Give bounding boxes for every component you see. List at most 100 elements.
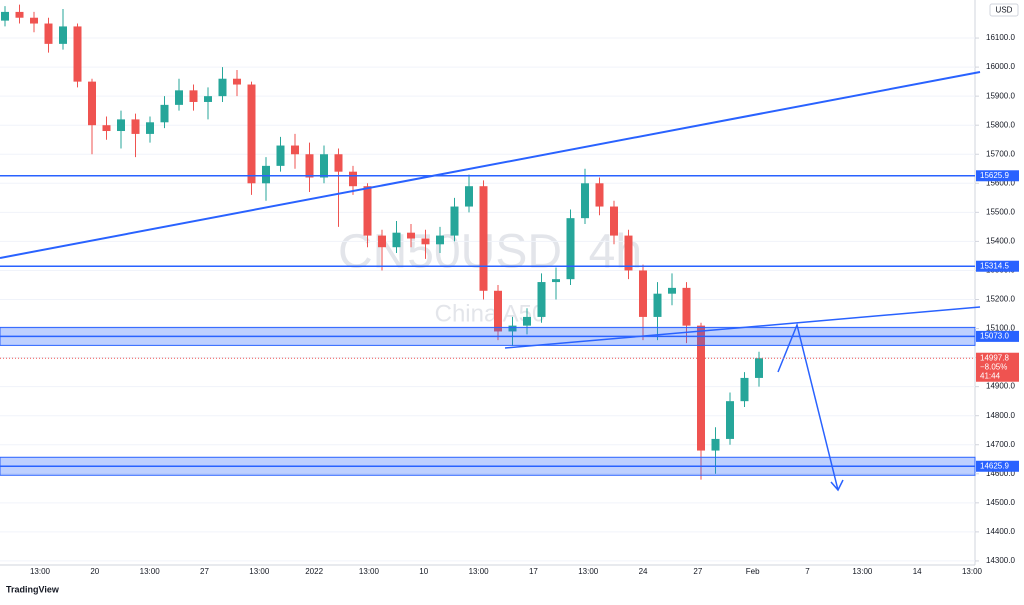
candle-body: [160, 104, 169, 123]
candle-body: [552, 279, 560, 283]
x-tick-label: 2022: [305, 567, 323, 576]
arrow-head: [830, 479, 844, 492]
trend-line: [0, 71, 981, 259]
plot: [0, 4, 976, 562]
y-tick-label: 14300.0: [986, 556, 1015, 565]
x-tick-label: 13:00: [852, 567, 873, 576]
candle-body: [146, 122, 154, 134]
candle-body: [436, 235, 444, 245]
candle-body: [117, 119, 125, 132]
x-tick-label: 13:00: [578, 567, 599, 576]
currency-badge[interactable]: [989, 3, 1019, 17]
y-tick-label: 15100.0: [986, 324, 1015, 333]
x-tick-label: 14: [913, 567, 922, 576]
candle-body: [218, 78, 227, 97]
candle-body: [639, 270, 647, 317]
candle-body: [1, 11, 9, 21]
candle-body: [291, 145, 299, 155]
y-tick-label: 14400.0: [986, 527, 1015, 536]
y-tick-label: 15500.0: [986, 207, 1015, 216]
y-tick-label: 14500.0: [986, 498, 1015, 507]
level-badge: [976, 330, 1019, 342]
level-label: 15625.9: [980, 171, 1009, 180]
level-badge: [976, 460, 1019, 472]
candle-body: [465, 186, 473, 207]
candle-body: [610, 206, 618, 236]
y-tick-label: 14600.0: [986, 469, 1015, 478]
timer: 41:44: [980, 371, 1001, 380]
candle-body: [175, 90, 183, 105]
candle-body: [334, 154, 343, 172]
y-tick-label: 14700.0: [986, 440, 1015, 449]
x-tick-label: 27: [200, 567, 209, 576]
candle-body: [276, 145, 285, 166]
candle-body: [479, 186, 488, 291]
level-badge: [976, 260, 1019, 272]
candle-body: [494, 290, 502, 332]
candle-body: [363, 186, 372, 236]
trend-line: [504, 306, 981, 349]
change-label: −8.05%: [980, 362, 1007, 371]
candle-body: [581, 183, 589, 219]
candle-body: [349, 171, 357, 187]
level-label: 15073.0: [980, 331, 1009, 340]
candle-body: [407, 232, 415, 239]
candle-body: [682, 287, 691, 326]
last-price-label: 14997.8: [980, 353, 1009, 362]
candle-body: [668, 287, 676, 294]
watermark: CN50USD, 4h: [338, 226, 642, 279]
currency: USD: [996, 6, 1013, 15]
candle-body: [711, 438, 720, 451]
x-tick-label: 13:00: [30, 567, 51, 576]
x-tick-label: 10: [419, 567, 428, 576]
x-tick-label: 13:00: [140, 567, 161, 576]
y-tick-label: 15800.0: [986, 120, 1015, 129]
y-tick-label: 15900.0: [986, 91, 1015, 100]
candle-body: [421, 238, 430, 245]
y-tick-label: 15400.0: [986, 237, 1015, 246]
x-tick-label: 13:00: [359, 567, 380, 576]
candle-body: [523, 316, 531, 326]
y-tick-label: 15200.0: [986, 295, 1015, 304]
y-tick-label: 14900.0: [986, 382, 1015, 391]
candle-body: [320, 154, 328, 178]
candle-body: [378, 235, 386, 248]
projection-arrow: [777, 322, 839, 491]
candle-body: [755, 358, 763, 378]
brand: TradingView: [6, 584, 60, 594]
candle-body: [697, 325, 705, 451]
y-tick-label: 14800.0: [986, 411, 1015, 420]
candle-body: [508, 325, 517, 332]
candle-body: [247, 84, 256, 184]
y-tick-label: 16100.0: [986, 33, 1015, 42]
candle-body: [740, 377, 749, 402]
candle-body: [653, 293, 662, 317]
x-tick-label: Feb: [746, 567, 760, 576]
candle-body: [537, 282, 546, 317]
candle-body: [392, 232, 401, 248]
candle-body: [305, 154, 314, 178]
x-tick-label: 13:00: [469, 567, 490, 576]
candle-body: [59, 26, 67, 44]
x-tick-label: 13:00: [249, 567, 270, 576]
y-tick-label: 15700.0: [986, 149, 1015, 158]
candle-body: [726, 401, 734, 439]
candle-body: [73, 26, 82, 82]
last-price-badge: [976, 352, 1019, 382]
candle-body: [102, 125, 111, 132]
candle-body: [30, 17, 38, 24]
candle-body: [233, 78, 241, 85]
x-tick-label: 17: [529, 567, 538, 576]
candle-body: [204, 96, 212, 102]
level-label: 14625.9: [980, 461, 1009, 470]
candle-body: [262, 165, 270, 184]
x-tick-label: 20: [90, 567, 99, 576]
candle-body: [450, 206, 459, 236]
y-tick-label: 16000.0: [986, 62, 1015, 71]
candle-body: [15, 11, 24, 18]
x-tick-label: 13:00: [962, 567, 983, 576]
candle-body: [44, 23, 53, 44]
x-tick-label: 24: [639, 567, 648, 576]
y-tick-label: 15600.0: [986, 178, 1015, 187]
